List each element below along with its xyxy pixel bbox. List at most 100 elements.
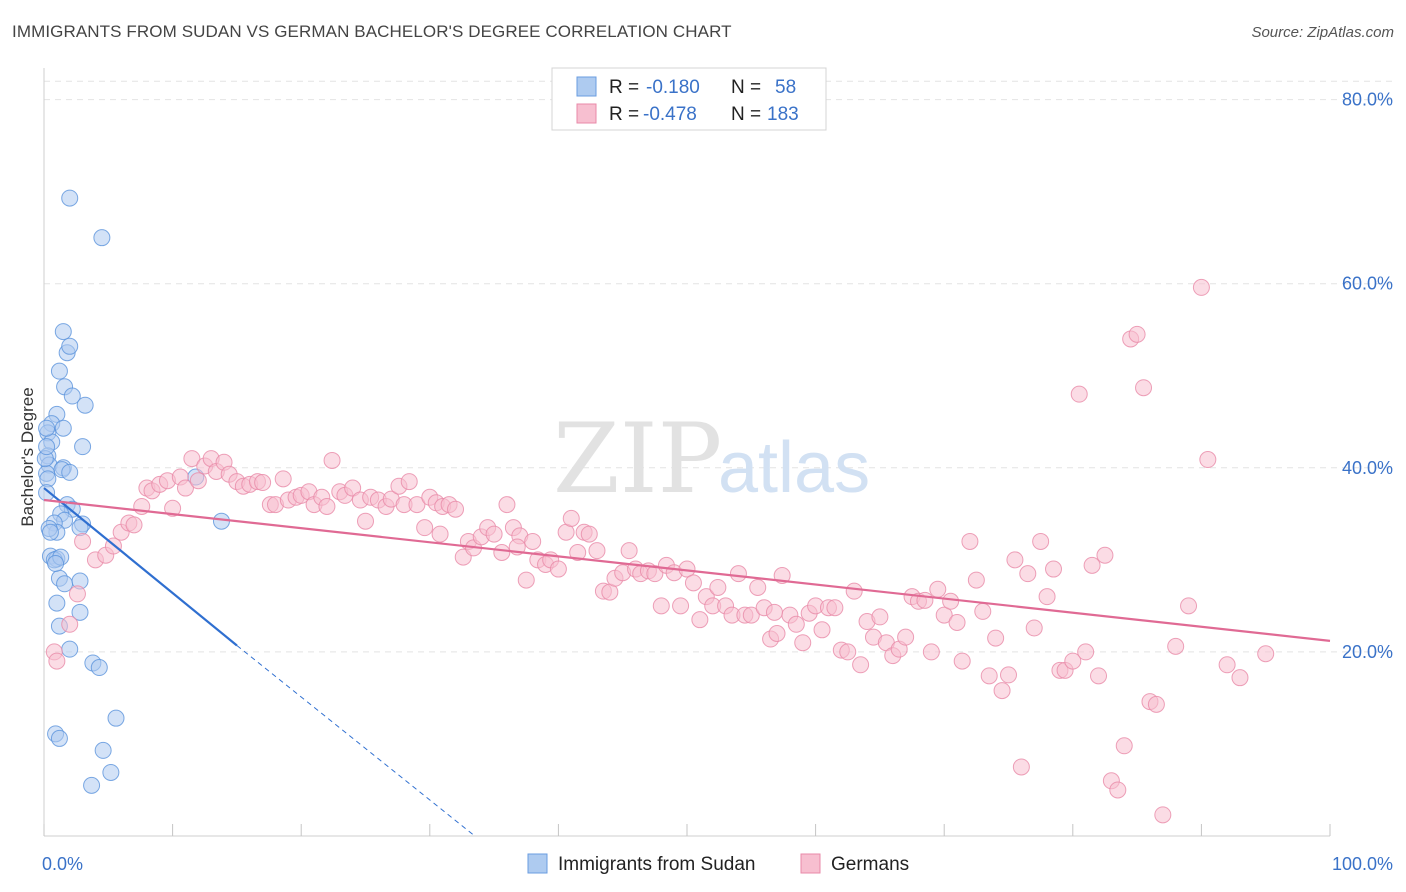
point-germans (1064, 652, 1082, 670)
point-germans (765, 603, 783, 621)
point-germans (652, 597, 670, 615)
point-germans (1192, 278, 1210, 296)
point-germans (1218, 656, 1236, 674)
point-sudan (83, 776, 101, 794)
point-germans (274, 470, 292, 488)
point-germans (742, 606, 760, 624)
point-germans (1147, 695, 1165, 713)
legend-swatch-sudan (576, 76, 597, 97)
point-germans (1019, 565, 1037, 583)
point-germans (620, 542, 638, 560)
point-germans (1000, 666, 1017, 684)
point-germans (672, 597, 690, 615)
point-germans (318, 497, 336, 515)
point-germans (1257, 645, 1275, 663)
point-germans (839, 643, 857, 661)
point-germans (1135, 379, 1153, 397)
point-germans (852, 656, 870, 674)
point-germans (1070, 385, 1088, 403)
grid-lines (44, 80, 1395, 653)
point-germans (68, 585, 86, 603)
point-germans (580, 525, 598, 543)
point-sudan (212, 512, 230, 530)
point-germans (1128, 325, 1146, 343)
y-tick-label: 80.0% (1342, 90, 1393, 110)
point-germans (916, 591, 934, 609)
point-germans (987, 629, 1005, 647)
point-germans (493, 543, 511, 561)
point-germans (929, 580, 947, 598)
point-germans (416, 519, 434, 537)
point-germans (1006, 551, 1024, 569)
watermark-zip: ZIP (553, 403, 722, 515)
legend-swatch-germans (576, 103, 597, 124)
point-germans (729, 565, 747, 583)
point-germans (1025, 619, 1043, 637)
point-germans (1180, 597, 1198, 615)
point-germans (125, 516, 143, 534)
point-sudan (54, 323, 72, 341)
point-germans (183, 450, 201, 468)
point-sudan (61, 337, 79, 355)
chart-source: Source: ZipAtlas.com (1251, 24, 1394, 41)
point-germans (176, 479, 194, 497)
point-germans (164, 499, 182, 517)
y-axis-label: Bachelor's Degree (18, 387, 37, 526)
trend-lines (43, 487, 1331, 837)
x-tick-label: 100.0% (1332, 854, 1393, 874)
point-germans (48, 652, 66, 670)
point-germans (980, 667, 998, 685)
legend-r-label: R = (609, 77, 639, 98)
point-germans (408, 496, 426, 514)
point-germans (1109, 781, 1127, 799)
point-germans (1045, 560, 1063, 578)
point-germans (691, 611, 709, 629)
point-germans (1077, 643, 1095, 661)
point-germans (1199, 451, 1217, 469)
point-sudan (74, 438, 92, 456)
point-sudan (93, 229, 111, 247)
point-germans (569, 543, 587, 561)
point-germans (431, 525, 449, 543)
point-germans (189, 472, 207, 490)
legend-n-label: N = (731, 77, 761, 98)
point-germans (871, 608, 889, 626)
point-germans (1090, 667, 1108, 685)
point-germans (562, 509, 580, 527)
point-sudan (50, 362, 68, 380)
point-germans (1083, 556, 1101, 574)
trend-line-sudan (43, 487, 238, 647)
legend: R = -0.180 N = 58 R = -0.478 N = 183 (551, 67, 827, 131)
point-germans (826, 599, 844, 617)
watermark: ZIP atlas (553, 403, 870, 515)
point-germans (498, 496, 516, 514)
point-germans (709, 578, 727, 596)
legend-n-value: 183 (767, 104, 799, 125)
point-sudan (94, 741, 112, 759)
point-germans (1115, 737, 1133, 755)
point-sudan (47, 555, 65, 573)
legend-r-value: -0.478 (643, 104, 697, 125)
point-sudan (48, 594, 66, 612)
point-germans (942, 592, 960, 610)
point-germans (1038, 588, 1056, 606)
point-sudan (102, 763, 120, 781)
point-germans (749, 578, 767, 596)
point-germans (1231, 669, 1249, 687)
data-points (36, 189, 1275, 824)
point-germans (935, 606, 953, 624)
point-germans (646, 565, 664, 583)
point-germans (794, 634, 812, 652)
point-sudan (63, 387, 81, 405)
point-germans (787, 615, 805, 633)
bottom-legend-label-germans: Germans (831, 854, 909, 875)
point-sudan (61, 640, 79, 658)
bottom-legend-swatch-sudan (527, 853, 548, 874)
point-germans (967, 571, 985, 589)
point-germans (684, 574, 702, 592)
point-germans (485, 525, 503, 543)
point-germans (961, 532, 979, 550)
point-sudan (38, 419, 56, 437)
point-germans (974, 602, 992, 620)
